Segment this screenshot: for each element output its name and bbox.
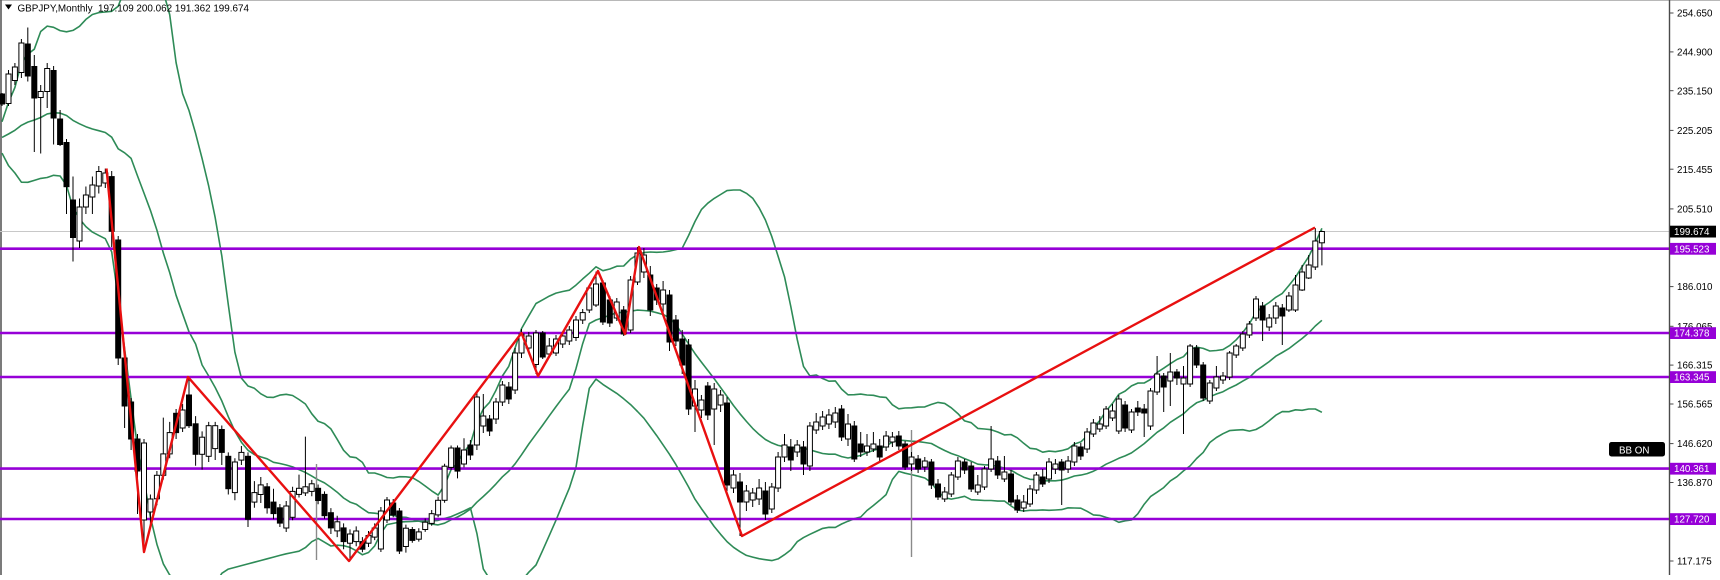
svg-text:GBPJPY,Monthly 197.109 200.06: GBPJPY,Monthly 197.109 200.062 191.362 1… xyxy=(18,4,250,15)
svg-text:205.510: 205.510 xyxy=(1677,205,1713,216)
svg-text:156.565: 156.565 xyxy=(1677,400,1713,411)
svg-text:140.361: 140.361 xyxy=(1674,464,1709,475)
svg-text:215.455: 215.455 xyxy=(1677,165,1713,176)
svg-text:254.650: 254.650 xyxy=(1677,9,1713,20)
svg-text:235.150: 235.150 xyxy=(1677,86,1713,97)
svg-text:174.378: 174.378 xyxy=(1674,329,1710,340)
svg-text:146.620: 146.620 xyxy=(1677,439,1713,450)
svg-text:117.175: 117.175 xyxy=(1677,557,1712,568)
svg-text:166.315: 166.315 xyxy=(1677,361,1713,372)
svg-text:163.345: 163.345 xyxy=(1674,373,1710,384)
svg-text:186.010: 186.010 xyxy=(1677,282,1713,293)
svg-text:195.523: 195.523 xyxy=(1674,244,1710,255)
svg-text:244.900: 244.900 xyxy=(1677,48,1713,59)
svg-text:225.205: 225.205 xyxy=(1677,126,1713,137)
svg-text:136.870: 136.870 xyxy=(1677,478,1713,489)
svg-text:199.674: 199.674 xyxy=(1674,227,1710,238)
svg-text:BB ON: BB ON xyxy=(1619,446,1650,457)
svg-text:127.720: 127.720 xyxy=(1674,515,1710,526)
